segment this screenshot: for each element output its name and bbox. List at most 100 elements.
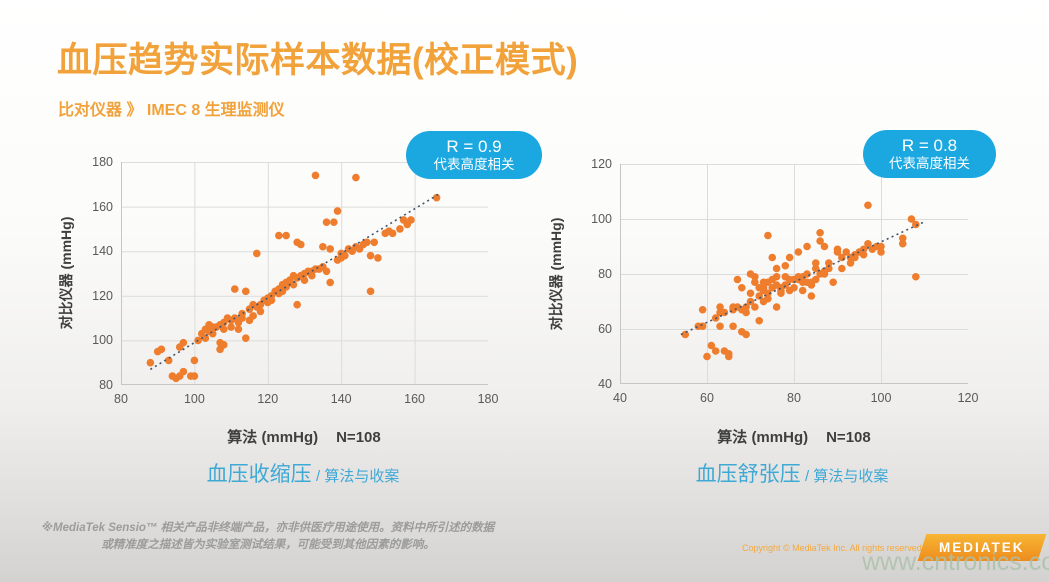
- x-axis-label: 算法 (mmHg) N=108: [227, 426, 380, 447]
- data-point: [816, 228, 824, 237]
- data-point: [820, 242, 829, 251]
- data-point: [729, 322, 737, 331]
- data-point: [751, 278, 759, 287]
- data-point: [238, 314, 246, 322]
- data-point: [252, 249, 261, 258]
- data-point: [219, 341, 228, 349]
- r-value-description: 代表高度相关: [889, 156, 970, 172]
- data-point: [308, 271, 316, 280]
- y-tick-label: 40: [598, 377, 612, 391]
- data-point: [681, 330, 690, 339]
- data-point: [912, 220, 920, 229]
- chart-caption-main: 血压收缩压: [206, 463, 312, 486]
- data-point: [352, 173, 360, 182]
- subtitle: 比对仪器 》 IMEC 8 生理监测仪: [58, 102, 285, 119]
- y-axis-label: 对比仪器 (mmHg): [548, 217, 564, 331]
- x-axis-label-text: 算法 (mmHg): [717, 429, 809, 446]
- data-point: [759, 283, 768, 292]
- copyright-text: Copyright © MediaTek Inc. All rights res…: [742, 543, 922, 553]
- data-point: [811, 275, 820, 284]
- data-point: [742, 330, 750, 339]
- data-point: [190, 356, 199, 365]
- data-point: [833, 248, 842, 256]
- data-point: [311, 171, 320, 180]
- y-tick-label: 80: [598, 267, 612, 281]
- y-tick-label: 100: [591, 212, 612, 226]
- data-point: [877, 242, 885, 251]
- sample-count: N=108: [826, 429, 871, 446]
- data-point: [781, 281, 790, 289]
- data-point: [293, 300, 301, 309]
- data-point: [798, 286, 807, 295]
- x-tick-label: 120: [257, 392, 279, 406]
- data-point: [219, 325, 228, 334]
- y-tick-label: 120: [591, 157, 612, 171]
- data-point: [201, 334, 210, 342]
- r-value: R = 0.9: [446, 136, 502, 156]
- data-point: [829, 278, 837, 287]
- data-point: [241, 287, 250, 296]
- data-point: [319, 242, 327, 251]
- data-point: [179, 367, 188, 376]
- data-point: [432, 193, 441, 202]
- data-point: [816, 237, 824, 245]
- data-point: [720, 308, 729, 317]
- data-point: [363, 238, 371, 247]
- data-point: [764, 231, 772, 240]
- data-point: [838, 264, 846, 273]
- data-point: [781, 261, 790, 270]
- data-point: [698, 322, 707, 331]
- data-point: [907, 215, 916, 223]
- data-point: [755, 316, 763, 325]
- r-value-description: 代表高度相关: [433, 157, 515, 173]
- data-point: [716, 322, 724, 331]
- data-point: [807, 292, 816, 300]
- y-tick-label: 60: [598, 322, 612, 336]
- y-tick-label: 140: [92, 244, 113, 259]
- data-point: [790, 283, 798, 292]
- watermark-text: www.cntronics.com: [862, 548, 1049, 576]
- data-point: [326, 278, 334, 287]
- data-point: [772, 272, 781, 281]
- data-point: [707, 341, 716, 350]
- data-point: [374, 254, 382, 262]
- disclaimer-footnote: ※MediaTek Sensio™ 相关产品非终端产品，亦非供医疗用途使用。资料…: [38, 520, 498, 555]
- data-point: [179, 338, 188, 347]
- data-point: [703, 352, 711, 361]
- correlation-badge: R = 0.8 代表高度相关: [863, 130, 996, 178]
- data-point: [330, 218, 338, 227]
- x-tick-label: 120: [957, 391, 979, 405]
- x-tick-label: 40: [613, 391, 627, 405]
- data-point: [785, 253, 794, 262]
- page-title: 血压趋势实际样本数据(校正模式): [57, 41, 579, 80]
- correlation-badge: R = 0.9 代表高度相关: [406, 131, 542, 179]
- data-point: [864, 239, 872, 248]
- y-tick-label: 80: [99, 378, 113, 392]
- data-point: [698, 305, 707, 314]
- data-point: [407, 216, 415, 224]
- data-point: [759, 297, 768, 306]
- data-point: [738, 283, 746, 292]
- data-point: [724, 352, 733, 361]
- data-point: [811, 264, 820, 273]
- disclaimer-line-1: ※MediaTek Sensio™ 相关产品非终端产品，亦非供医疗用途使用。资料…: [41, 522, 495, 534]
- x-tick-label: 60: [700, 391, 714, 405]
- chart-caption-main: 血压舒张压: [695, 463, 801, 486]
- chart-caption: 血压舒张压 / 算法与收案: [696, 458, 889, 488]
- data-point: [333, 207, 342, 215]
- x-tick-label: 100: [870, 391, 892, 405]
- data-point: [326, 245, 334, 253]
- data-point: [751, 272, 759, 281]
- data-point: [742, 303, 750, 311]
- data-point: [157, 345, 166, 354]
- trend-line: [680, 221, 925, 336]
- data-point: [864, 201, 872, 210]
- data-point: [267, 296, 276, 305]
- plot-area: [121, 162, 488, 385]
- data-point: [256, 307, 265, 316]
- x-tick-label: 80: [787, 391, 801, 405]
- data-point: [388, 229, 397, 238]
